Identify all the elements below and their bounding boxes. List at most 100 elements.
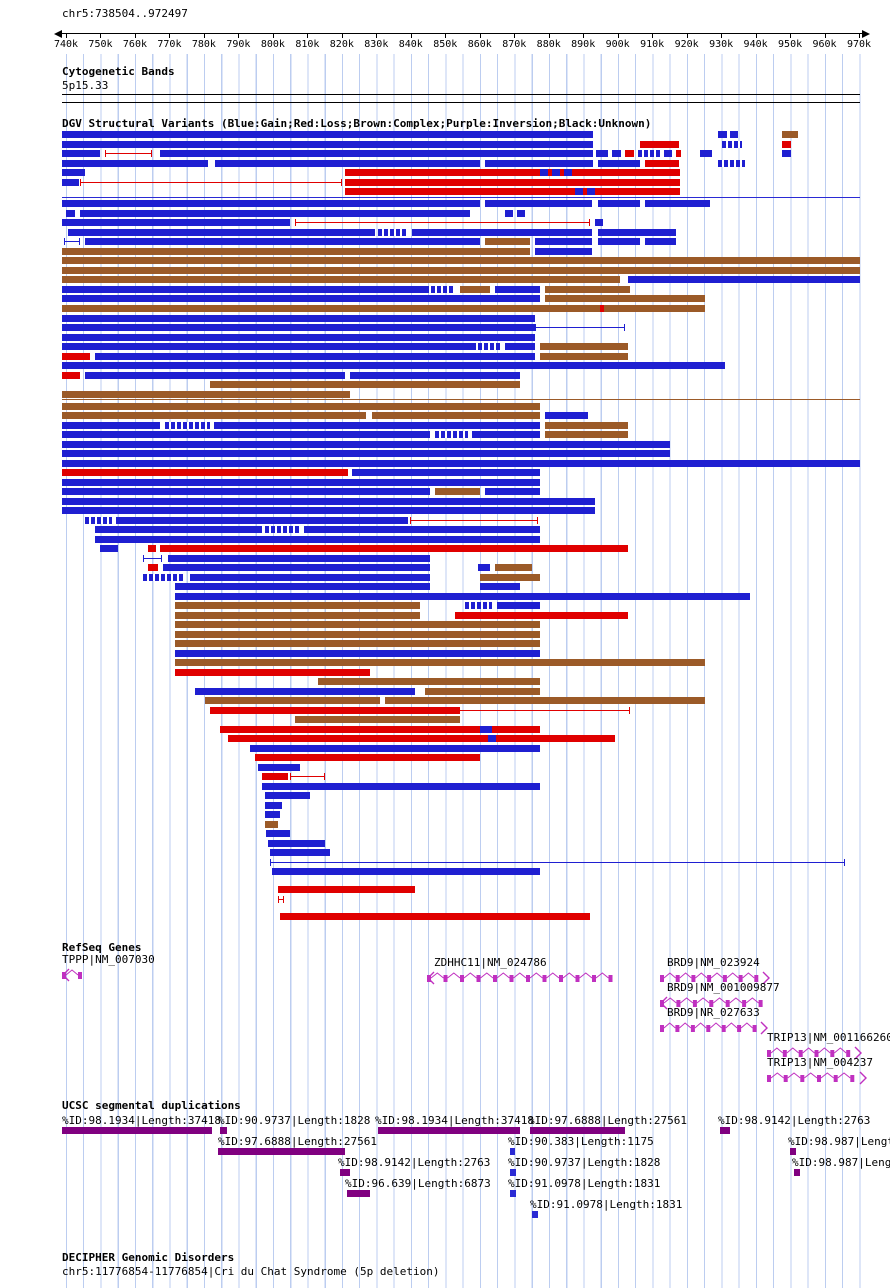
- dgv-variant-bar[interactable]: [480, 574, 540, 581]
- dgv-variant-bar[interactable]: [782, 150, 791, 157]
- dgv-variant-bar[interactable]: [62, 276, 620, 283]
- dgv-variant-bar[interactable]: [290, 773, 325, 780]
- dgv-variant-bar[interactable]: [350, 372, 520, 379]
- dgv-variant-bar[interactable]: [412, 229, 592, 236]
- dgv-variant-bar[interactable]: [190, 574, 430, 581]
- dgv-variant-bar[interactable]: [345, 169, 680, 176]
- segdup-bar[interactable]: [218, 1148, 345, 1155]
- dgv-variant-bar[interactable]: [266, 830, 290, 837]
- gene-model-glyph[interactable]: [767, 1070, 867, 1086]
- dgv-variant-bar[interactable]: [425, 688, 540, 695]
- dgv-variant-bar[interactable]: [62, 267, 860, 274]
- dgv-variant-bar[interactable]: [480, 726, 492, 733]
- dgv-variant-bar[interactable]: [62, 141, 593, 148]
- dgv-variant-bar[interactable]: [175, 593, 750, 600]
- dgv-variant-bar[interactable]: [62, 422, 160, 429]
- dgv-variant-bar[interactable]: [410, 517, 538, 524]
- dgv-variant-bar[interactable]: [540, 169, 548, 176]
- dgv-variant-bar[interactable]: [585, 179, 595, 186]
- dgv-variant-bar[interactable]: [352, 469, 540, 476]
- dgv-variant-bar[interactable]: [552, 169, 560, 176]
- dgv-variant-bar[interactable]: [545, 295, 705, 302]
- dgv-variant-bar[interactable]: [228, 735, 615, 742]
- dgv-variant-bar[interactable]: [270, 859, 845, 866]
- dgv-variant-bar[interactable]: [295, 219, 590, 226]
- dgv-variant-bar[interactable]: [718, 160, 745, 167]
- dgv-variant-bar[interactable]: [175, 621, 540, 628]
- dgv-variant-bar[interactable]: [435, 431, 468, 438]
- dgv-variant-bar[interactable]: [564, 169, 572, 176]
- dgv-variant-bar[interactable]: [640, 141, 679, 148]
- dgv-variant-bar[interactable]: [676, 150, 681, 157]
- dgv-variant-bar[interactable]: [62, 372, 80, 379]
- dgv-variant-bar[interactable]: [782, 131, 798, 138]
- dgv-variant-bar[interactable]: [495, 286, 540, 293]
- dgv-variant-bar[interactable]: [270, 849, 330, 856]
- dgv-variant-bar[interactable]: [488, 735, 496, 742]
- dgv-variant-bar[interactable]: [85, 372, 345, 379]
- dgv-variant-bar[interactable]: [62, 507, 595, 514]
- dgv-variant-bar[interactable]: [535, 238, 592, 245]
- dgv-variant-bar[interactable]: [535, 324, 625, 331]
- dgv-variant-bar[interactable]: [517, 210, 525, 217]
- dgv-variant-bar[interactable]: [485, 200, 592, 207]
- dgv-variant-bar[interactable]: [168, 555, 430, 562]
- dgv-variant-bar[interactable]: [435, 488, 480, 495]
- segdup-bar[interactable]: [510, 1190, 516, 1197]
- gene-model-glyph[interactable]: [427, 970, 625, 986]
- segdup-bar[interactable]: [347, 1190, 370, 1197]
- dgv-variant-bar[interactable]: [62, 286, 425, 293]
- dgv-variant-bar[interactable]: [505, 210, 513, 217]
- dgv-variant-bar[interactable]: [80, 210, 470, 217]
- dgv-variant-bar[interactable]: [62, 362, 725, 369]
- dgv-variant-bar[interactable]: [62, 353, 90, 360]
- dgv-variant-bar[interactable]: [62, 343, 472, 350]
- dgv-variant-bar[interactable]: [214, 422, 540, 429]
- dgv-variant-bar[interactable]: [278, 886, 415, 893]
- dgv-variant-bar[interactable]: [175, 583, 430, 590]
- dgv-variant-bar[interactable]: [116, 517, 408, 524]
- dgv-variant-bar[interactable]: [62, 324, 535, 331]
- dgv-variant-bar[interactable]: [612, 150, 621, 157]
- dgv-variant-bar[interactable]: [62, 169, 85, 176]
- dgv-variant-bar[interactable]: [175, 631, 540, 638]
- dgv-variant-bar[interactable]: [535, 248, 592, 255]
- dgv-variant-bar[interactable]: [545, 286, 630, 293]
- dgv-variant-bar[interactable]: [62, 403, 540, 410]
- dgv-variant-bar[interactable]: [268, 840, 325, 847]
- dgv-variant-bar[interactable]: [304, 526, 540, 533]
- dgv-variant-bar[interactable]: [378, 229, 408, 236]
- dgv-variant-bar[interactable]: [85, 238, 480, 245]
- segdup-bar[interactable]: [378, 1127, 520, 1134]
- dgv-variant-bar[interactable]: [62, 469, 348, 476]
- dgv-variant-bar[interactable]: [105, 150, 152, 157]
- dgv-variant-bar[interactable]: [465, 602, 492, 609]
- dgv-variant-bar[interactable]: [210, 707, 630, 714]
- segdup-bar[interactable]: [790, 1148, 796, 1155]
- dgv-variant-bar[interactable]: [718, 131, 727, 138]
- dgv-variant-bar[interactable]: [62, 412, 366, 419]
- dgv-variant-bar[interactable]: [480, 583, 520, 590]
- dgv-variant-bar[interactable]: [700, 150, 712, 157]
- gene-model-glyph[interactable]: [660, 970, 770, 986]
- dgv-variant-bar[interactable]: [628, 276, 860, 283]
- dgv-variant-bar[interactable]: [265, 526, 300, 533]
- segdup-bar[interactable]: [532, 1211, 538, 1218]
- dgv-variant-bar[interactable]: [62, 460, 860, 467]
- dgv-variant-bar[interactable]: [160, 150, 593, 157]
- dgv-variant-bar[interactable]: [250, 745, 540, 752]
- dgv-variant-bar[interactable]: [62, 219, 290, 226]
- segdup-bar[interactable]: [510, 1169, 516, 1176]
- dgv-variant-bar[interactable]: [596, 150, 608, 157]
- dgv-variant-bar[interactable]: [258, 764, 300, 771]
- gene-model-glyph[interactable]: [660, 995, 775, 1011]
- segdup-bar[interactable]: [794, 1169, 800, 1176]
- dgv-variant-bar[interactable]: [485, 488, 540, 495]
- dgv-variant-bar[interactable]: [638, 150, 660, 157]
- dgv-variant-bar[interactable]: [62, 498, 595, 505]
- dgv-variant-bar[interactable]: [62, 431, 430, 438]
- dgv-variant-bar[interactable]: [62, 315, 535, 322]
- dgv-variant-bar[interactable]: [62, 441, 670, 448]
- dgv-variant-bar[interactable]: [385, 697, 705, 704]
- dgv-variant-bar[interactable]: [262, 783, 540, 790]
